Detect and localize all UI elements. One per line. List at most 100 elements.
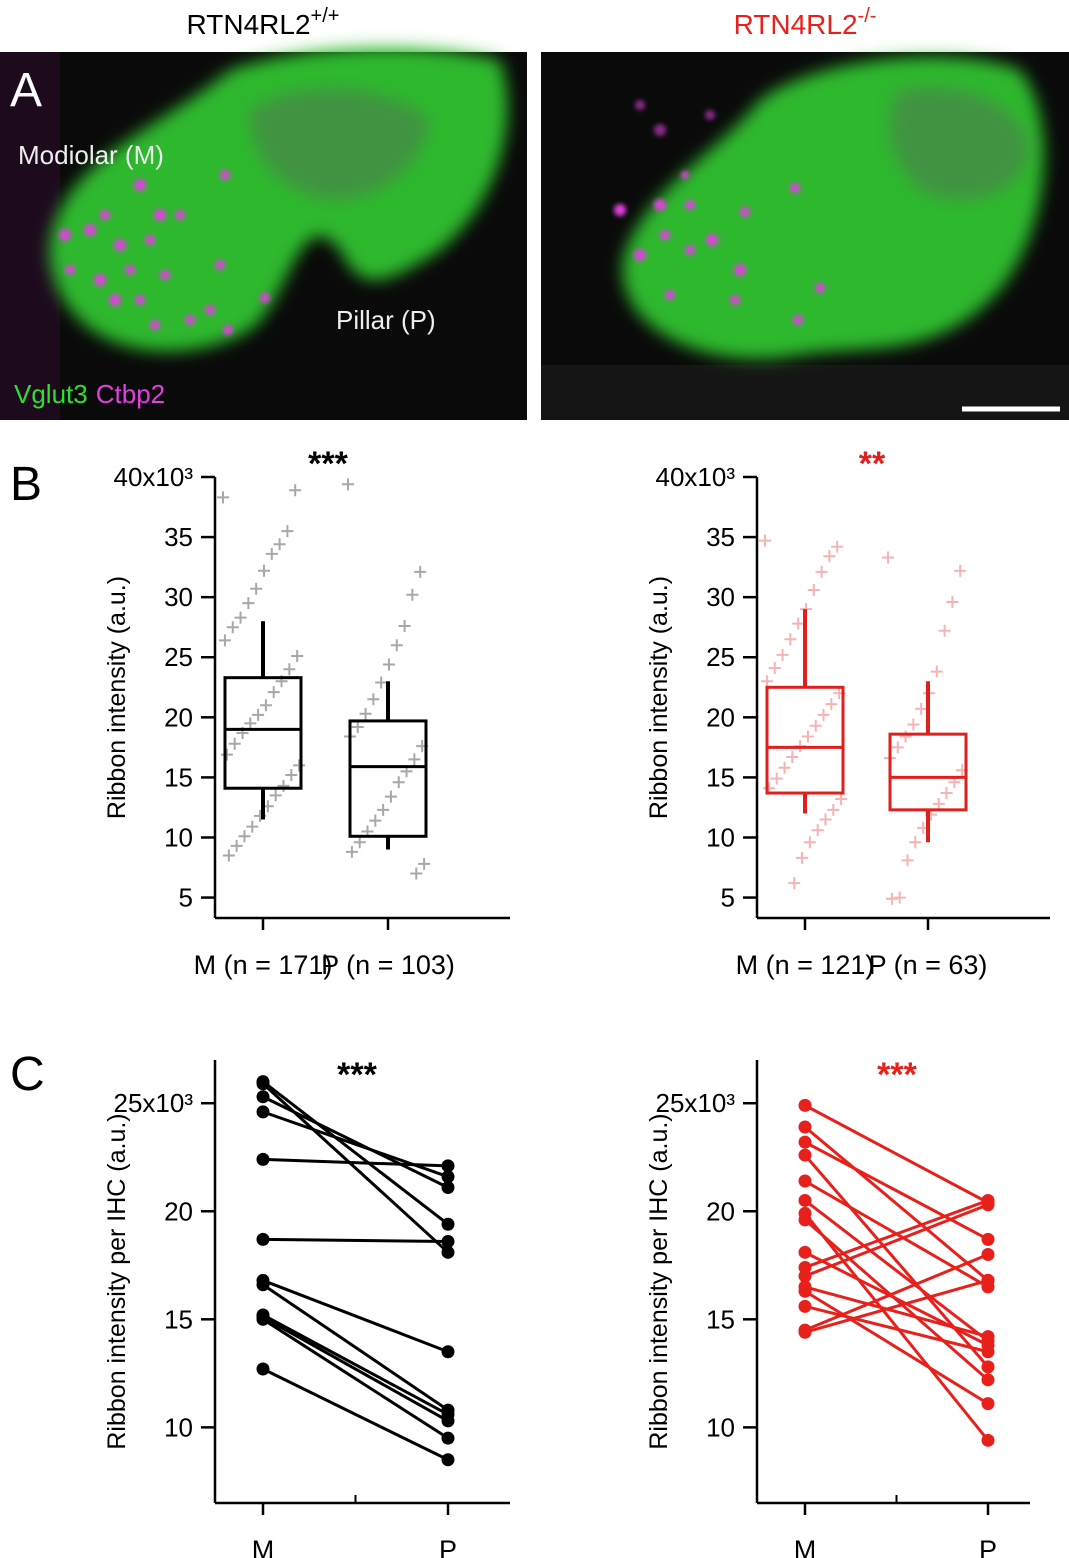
y-tick-label: 10: [164, 1412, 193, 1442]
data-point: [798, 1193, 812, 1207]
data-point: [827, 803, 840, 816]
paired-line: [262, 1279, 449, 1354]
data-point: [938, 624, 951, 637]
data-point: [770, 772, 783, 785]
paired-line: [804, 1199, 989, 1343]
data-point: [398, 620, 411, 633]
data-point: [819, 813, 832, 826]
data-point: [798, 1325, 812, 1339]
micrograph: [541, 52, 1069, 420]
data-point: [441, 1159, 455, 1173]
paired-line: [804, 1125, 989, 1282]
x-tick-label: M: [794, 1535, 817, 1558]
data-point: [220, 748, 233, 761]
data-point: [265, 547, 278, 560]
x-tick-label: M (n = 121): [736, 950, 875, 980]
data-point: [285, 769, 298, 782]
data-point: [759, 534, 771, 547]
panel-label: C: [10, 1048, 45, 1101]
data-point: [222, 849, 235, 862]
data-point: [817, 708, 830, 721]
y-tick-label: 25x10³: [114, 1088, 194, 1118]
x-tick-label: P (n = 63): [869, 950, 988, 980]
data-point: [909, 836, 922, 849]
paired-line: [804, 1203, 989, 1278]
panel-label: A: [10, 64, 42, 117]
data-point: [891, 741, 904, 754]
data-point: [238, 830, 251, 843]
data-point: [776, 648, 789, 661]
data-point: [798, 1174, 812, 1188]
data-point: [256, 1362, 270, 1376]
data-point: [441, 1180, 455, 1194]
y-tick-label: 25x10³: [656, 1088, 736, 1118]
data-point: [267, 686, 280, 699]
y-axis-label: Ribbon intensity per IHC (a.u.): [645, 1113, 673, 1449]
data-point: [289, 484, 302, 497]
paired-line: [804, 1304, 989, 1354]
data-point: [217, 491, 229, 504]
data-point: [981, 1273, 995, 1287]
y-tick-label: 20: [706, 702, 735, 732]
data-point: [441, 1414, 455, 1428]
x-tick-label: M (n = 171): [194, 950, 333, 980]
stain-legend: Vglut3 Ctbp2: [14, 379, 165, 409]
data-point: [981, 1330, 995, 1344]
data-point: [768, 662, 781, 675]
box: [765, 685, 845, 795]
data-point: [441, 1170, 455, 1184]
data-point: [798, 1213, 812, 1227]
y-tick-label: 20: [706, 1196, 735, 1226]
data-point: [441, 1431, 455, 1445]
data-point: [441, 1345, 455, 1359]
data-point: [831, 540, 844, 553]
data-point: [441, 1217, 455, 1231]
y-tick-label: 30: [164, 582, 193, 612]
paired-line: [262, 1237, 449, 1244]
y-tick-label: 25: [164, 642, 193, 672]
paired-line: [262, 1367, 449, 1462]
data-point: [244, 717, 257, 730]
box: [888, 732, 968, 812]
data-point: [228, 737, 241, 750]
paired-line: [803, 1212, 990, 1442]
data-point: [369, 814, 382, 827]
data-point: [441, 1235, 455, 1249]
data-point: [390, 639, 403, 652]
data-point: [932, 797, 945, 810]
y-tick-label: 40x10³: [656, 462, 736, 492]
data-point: [946, 595, 959, 608]
y-axis-label: Ribbon intensity per IHC (a.u.): [103, 1113, 131, 1449]
data-point: [798, 1299, 812, 1313]
data-point: [784, 633, 797, 646]
significance: ***: [877, 1056, 917, 1094]
x-tick-label: P (n = 103): [321, 950, 455, 980]
y-tick-label: 35: [706, 522, 735, 552]
data-point: [798, 1284, 812, 1298]
x-tick-label: M: [252, 1535, 275, 1558]
data-point: [792, 617, 805, 630]
x-tick-label: P: [439, 1535, 457, 1558]
y-tick-label: 30: [706, 582, 735, 612]
y-tick-label: 15: [164, 1304, 193, 1334]
data-point: [778, 761, 791, 774]
paired-line: [262, 1080, 449, 1226]
data-point: [273, 538, 286, 551]
paired-line: [262, 1318, 449, 1440]
data-point: [291, 650, 304, 663]
data-point: [760, 675, 773, 688]
column-header: RTN4RL2-/-: [734, 5, 877, 40]
data-point: [277, 779, 290, 792]
data-point: [907, 718, 920, 731]
data-point: [798, 1245, 812, 1259]
data-point: [414, 565, 427, 578]
data-point: [375, 676, 388, 689]
header-text: RTN4RL2: [734, 9, 858, 40]
paired-line: [262, 1157, 449, 1168]
data-point: [418, 857, 431, 870]
box: [223, 676, 303, 790]
data-point: [256, 1152, 270, 1166]
y-axis-label: Ribbon intensity (a.u.): [645, 576, 673, 819]
